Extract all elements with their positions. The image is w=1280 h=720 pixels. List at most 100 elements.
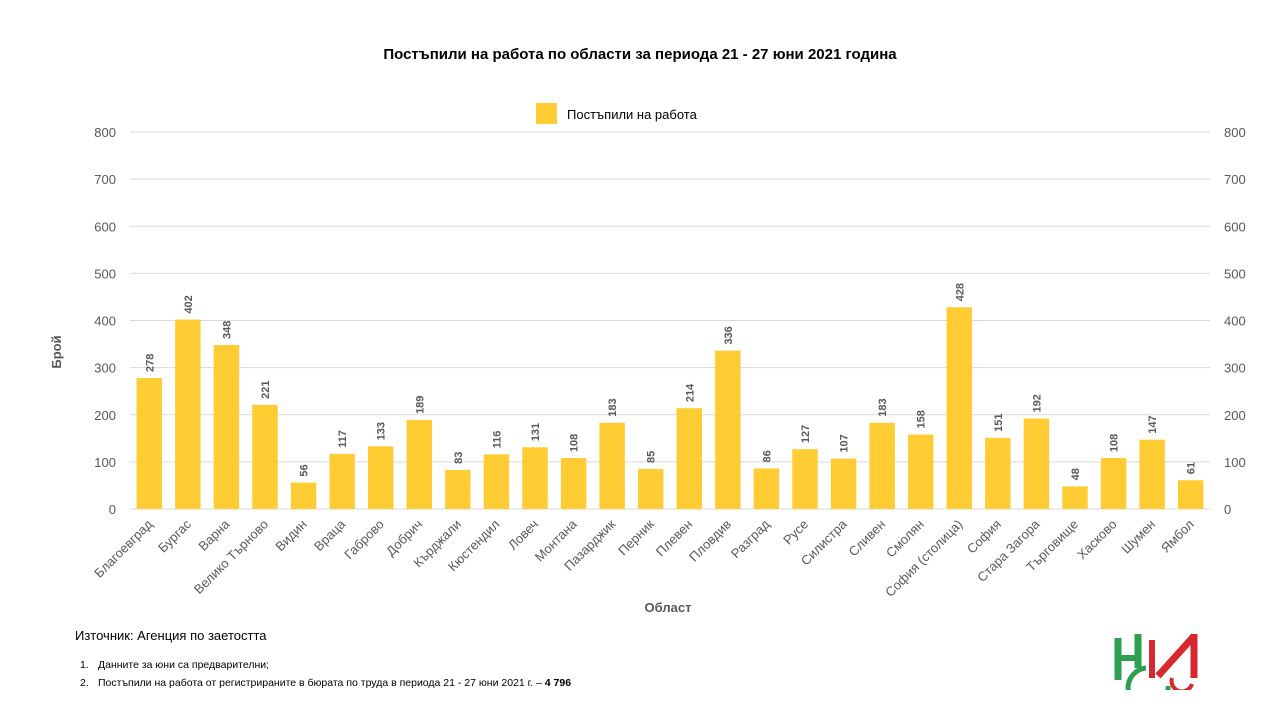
bar-value-label: 61 (1186, 462, 1198, 474)
bar-value-label: 214 (684, 383, 696, 402)
bar-value-label: 86 (761, 450, 773, 462)
footnote-text: Данните за юни са предварителни; (98, 659, 270, 671)
x-tick-label: Сливен (846, 517, 889, 560)
x-tick-label: Габрово (341, 517, 387, 563)
bar (175, 319, 201, 509)
bar-value-label: 428 (954, 283, 966, 301)
bar-value-label: 56 (299, 464, 311, 476)
y-tick-label-left: 200 (94, 408, 116, 423)
footnote-total: 4 796 (544, 677, 572, 689)
source-note: Източник: Агенция по заетостта (75, 628, 267, 643)
bar-value-label: 133 (376, 422, 388, 440)
bar-value-label: 348 (221, 321, 233, 339)
x-tick-label: Ловеч (505, 517, 541, 553)
bar-value-label: 183 (877, 398, 889, 416)
y-tick-label-left: 700 (94, 172, 116, 187)
y-tick-label-right: 700 (1224, 172, 1246, 187)
bar (483, 454, 510, 509)
bar (1023, 418, 1050, 509)
y-tick-label-right: 400 (1224, 314, 1246, 329)
y-tick-label-left: 600 (94, 219, 116, 234)
bar (445, 469, 471, 509)
footnote-1: 1. Данните за юни са предварителни; (80, 656, 571, 674)
bar (830, 458, 857, 509)
bar-value-label: 117 (337, 430, 349, 448)
x-tick-label: Ямбол (1158, 517, 1197, 556)
bar (792, 449, 818, 509)
chart-title: Постъпили на работа по области за период… (383, 46, 897, 63)
footnote-text: Постъпили на работа от регистрираните в … (98, 677, 545, 689)
bar (1100, 458, 1127, 509)
bar (715, 350, 741, 509)
y-tick-label-left: 300 (94, 361, 116, 376)
y-tick-label-right: 800 (1224, 125, 1246, 140)
bar-value-label: 336 (723, 326, 735, 344)
y-axis-label: Брой (49, 335, 64, 368)
bar (367, 446, 394, 509)
bar (406, 419, 433, 509)
x-tick-label: Разград (728, 516, 773, 561)
y-tick-label-right: 0 (1224, 502, 1231, 517)
bar-value-label: 402 (183, 295, 195, 313)
x-axis-label: Област (645, 600, 692, 615)
footnote-number: 1. (80, 659, 89, 671)
bar-value-label: 108 (569, 434, 581, 452)
bar-value-label: 116 (491, 431, 503, 449)
y-tick-label-right: 200 (1224, 408, 1246, 423)
footnote-2: 2. Постъпили на работа от регистрираните … (80, 674, 571, 692)
bar (985, 437, 1011, 509)
y-tick-label-left: 400 (94, 314, 116, 329)
bar (869, 422, 895, 509)
y-tick-label-left: 500 (94, 266, 116, 281)
bar (290, 482, 317, 509)
bar-value-label: 158 (916, 410, 928, 428)
legend-swatch (536, 103, 557, 124)
bar (946, 307, 973, 509)
bar (1062, 486, 1088, 509)
x-tick-label: Русе (780, 517, 811, 548)
bar-value-label: 151 (993, 413, 1005, 431)
bar-value-label: 131 (530, 423, 542, 441)
y-tick-label-right: 500 (1224, 266, 1246, 281)
y-tick-label-right: 100 (1224, 455, 1246, 470)
y-tick-label-left: 0 (109, 502, 116, 517)
x-tick-label: Благоевград (91, 516, 156, 581)
x-tick-label: Пловдив (686, 516, 734, 564)
bar (213, 345, 240, 509)
x-tick-label: Враца (311, 516, 349, 554)
x-tick-label: Перник (615, 516, 657, 558)
x-tick-label: Бургас (155, 516, 194, 555)
legend-label: Постъпили на работа (567, 107, 698, 122)
y-tick-label-left: 100 (94, 455, 116, 470)
bar-value-label: 83 (453, 452, 465, 464)
y-tick-label-right: 300 (1224, 361, 1246, 376)
bar (599, 422, 625, 509)
x-tick-label: Хасково (1074, 517, 1120, 563)
y-tick-label-right: 600 (1224, 219, 1246, 234)
bar (560, 458, 587, 509)
bar (637, 468, 664, 509)
x-tick-label: Шумен (1118, 517, 1158, 557)
footnote-number: 2. (80, 677, 89, 689)
bar-value-label: 127 (800, 425, 812, 443)
bar-value-label: 192 (1031, 394, 1043, 412)
x-tick-label: Варна (195, 516, 233, 554)
bar-value-label: 48 (1070, 468, 1082, 480)
bar-value-label: 108 (1109, 434, 1121, 452)
bar-value-label: 221 (260, 380, 272, 398)
bar (907, 434, 934, 509)
bar (753, 468, 780, 509)
bar (522, 447, 548, 509)
bar-value-label: 189 (414, 396, 426, 414)
bar (1177, 480, 1204, 509)
y-tick-label-left: 800 (94, 125, 116, 140)
bar-value-label: 147 (1147, 415, 1159, 433)
bar (676, 408, 703, 509)
footnotes: 1. Данните за юни са предварителни; 2. Пос… (80, 656, 571, 692)
x-tick-label: Видин (272, 517, 309, 554)
nsi-logo (1114, 633, 1198, 690)
bar (329, 453, 355, 509)
bar (1139, 439, 1165, 509)
bar-value-label: 278 (144, 354, 156, 372)
